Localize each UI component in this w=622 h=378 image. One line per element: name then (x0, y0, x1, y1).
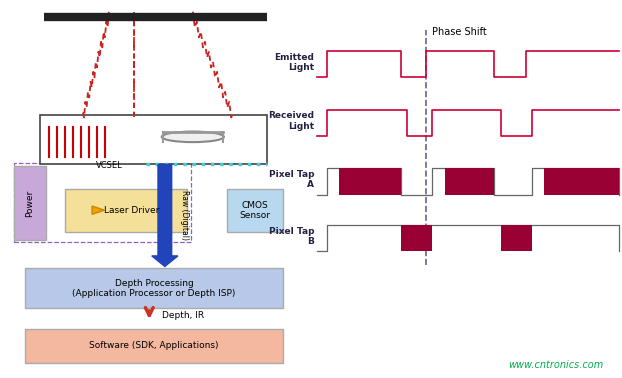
Text: Depth Processing
(Application Processor or Depth ISP): Depth Processing (Application Processor … (72, 279, 236, 298)
Bar (25, 268, 283, 308)
Text: Depth, IR: Depth, IR (162, 311, 204, 320)
Bar (227, 189, 283, 232)
Text: www.cntronics.com: www.cntronics.com (508, 361, 603, 370)
FancyArrow shape (152, 164, 178, 266)
Bar (445, 168, 494, 195)
Text: CMOS
Sensor: CMOS Sensor (239, 201, 271, 220)
Bar (14, 163, 191, 242)
Polygon shape (92, 206, 104, 214)
Ellipse shape (162, 132, 224, 142)
Bar (501, 225, 532, 251)
Text: Received
Light: Received Light (268, 111, 314, 131)
Text: Software (SDK, Applications): Software (SDK, Applications) (89, 341, 219, 350)
Bar (544, 168, 619, 195)
Bar (25, 329, 283, 363)
Text: Raw (Digital): Raw (Digital) (180, 191, 189, 240)
Text: Pixel Tap
B: Pixel Tap B (269, 226, 314, 246)
Text: Power: Power (26, 189, 34, 217)
Bar (65, 189, 187, 232)
Text: Laser Driver: Laser Driver (104, 206, 160, 215)
Text: Pixel Tap
A: Pixel Tap A (269, 170, 314, 189)
Bar (401, 225, 432, 251)
Text: Phase Shift: Phase Shift (432, 27, 487, 37)
Text: VCSEL: VCSEL (95, 161, 123, 170)
Bar (339, 168, 401, 195)
Bar (40, 115, 267, 164)
Text: Emitted
Light: Emitted Light (274, 53, 314, 72)
Bar (14, 166, 46, 240)
